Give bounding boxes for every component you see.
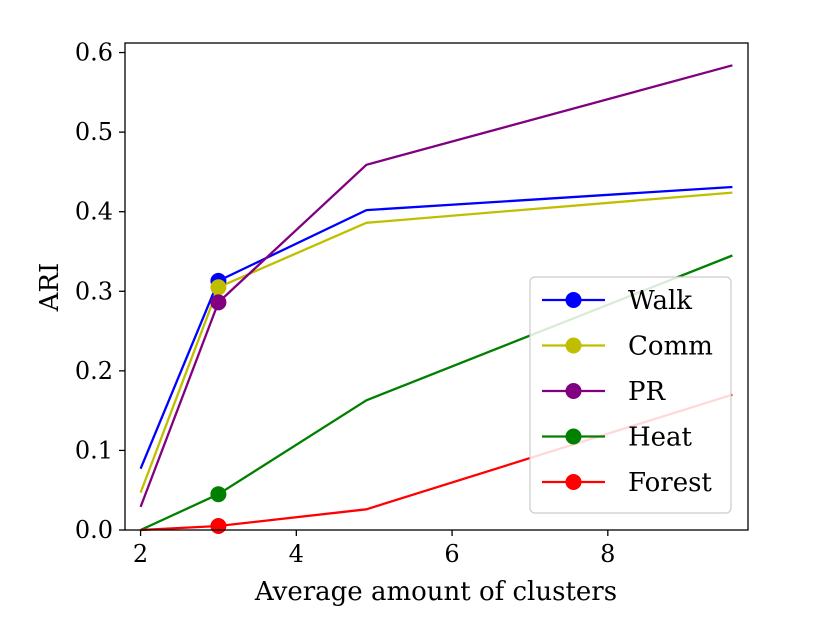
legend-marker-pr: [565, 383, 582, 399]
legend-box: [529, 276, 732, 514]
legend-marker-forest: [565, 474, 582, 490]
legend-label-comm: Comm: [628, 332, 713, 362]
y-tick-label: 0.3: [75, 277, 113, 305]
series-line-comm: [139, 191, 733, 494]
series-markers: [210, 272, 227, 534]
plot-frame: [124, 42, 749, 531]
y-tick-label: 0.6: [75, 39, 113, 67]
series-line-walk: [139, 185, 733, 470]
legend-marker-comm: [565, 337, 582, 354]
legend-label-walk: Walk: [628, 286, 692, 316]
series-point-forest: [210, 518, 227, 534]
y-tick-label: 0.2: [75, 357, 113, 385]
x-axis-ticks: 2 4 6 8: [133, 530, 615, 568]
series-point-heat: [210, 486, 227, 503]
y-tick-label: 0.5: [75, 118, 113, 146]
y-axis-ticks: 0.0 0.1 0.2 0.3 0.4 0.5 0.6: [75, 39, 125, 544]
legend-marker-heat: [565, 428, 582, 445]
x-axis-label: Average amount of clusters: [254, 577, 617, 607]
y-tick-label: 0.1: [75, 436, 113, 464]
x-tick-label: 4: [289, 540, 304, 568]
legend-label-heat: Heat: [628, 423, 693, 453]
y-axis-label: ARI: [35, 263, 65, 313]
legend-label-forest: Forest: [628, 468, 712, 498]
legend-marker-walk: [565, 292, 582, 308]
y-tick-label: 0.4: [75, 198, 113, 226]
series-point-pr: [210, 294, 227, 311]
y-tick-label: 0.0: [75, 516, 113, 544]
x-tick-label: 6: [444, 540, 459, 568]
legend-label-pr: PR: [628, 377, 666, 407]
series-line-pr: [139, 64, 733, 508]
series-lines: [139, 64, 733, 532]
x-tick-label: 2: [133, 540, 148, 568]
x-tick-label: 8: [600, 540, 615, 568]
legend: Walk Comm PR Heat Forest: [529, 276, 732, 514]
series-point-comm: [210, 279, 227, 296]
